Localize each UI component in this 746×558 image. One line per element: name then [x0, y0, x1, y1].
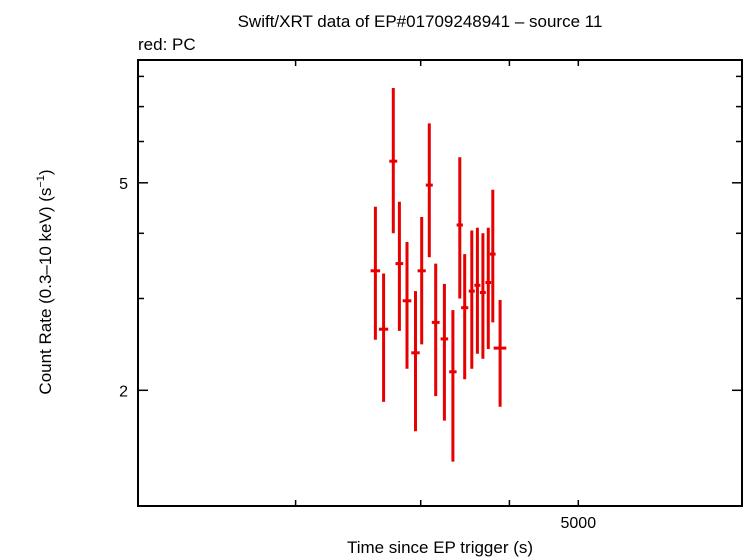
data-point-15 — [479, 233, 486, 359]
y-tick-labels: 25 — [119, 176, 128, 400]
data-point-5 — [411, 291, 420, 432]
data-point-14 — [474, 227, 481, 354]
chart-title: Swift/XRT data of EP#01709248941 – sourc… — [238, 12, 603, 31]
y-ticks — [138, 75, 742, 392]
x-axis-label: Time since EP trigger (s) — [347, 538, 533, 557]
y-axis-label: Count Rate (0.3–10 keV) (s−1) — [35, 169, 55, 394]
data-point-3 — [395, 201, 404, 331]
x-tick-label-0: 5000 — [561, 515, 597, 532]
data-point-10 — [449, 310, 457, 462]
data-point-17 — [489, 189, 496, 323]
y-axis-label-main: Count Rate (0.3–10 keV) (s — [36, 188, 55, 395]
data-point-16 — [485, 227, 492, 349]
y-axis-label-superscript: −1 — [35, 175, 47, 188]
data-point-8 — [431, 263, 440, 397]
data-point-0 — [370, 206, 381, 340]
data-point-1 — [378, 273, 389, 402]
data-point-6 — [417, 217, 426, 345]
y-axis-label-end: ) — [36, 169, 55, 175]
data-point-11 — [456, 157, 463, 299]
chart-subtitle: red: PC — [138, 35, 196, 54]
plot-frame — [137, 59, 743, 507]
y-tick-label-0: 2 — [119, 383, 128, 400]
y-tick-label-1: 5 — [119, 176, 128, 193]
data-point-18 — [493, 300, 507, 407]
data-point-2 — [389, 88, 398, 234]
data-points — [370, 88, 507, 462]
data-point-7 — [425, 123, 433, 258]
data-point-12 — [461, 254, 469, 380]
data-point-13 — [468, 230, 475, 369]
data-point-9 — [440, 283, 449, 421]
x-tick-labels: 5000 — [561, 515, 597, 532]
data-point-4 — [402, 242, 412, 369]
